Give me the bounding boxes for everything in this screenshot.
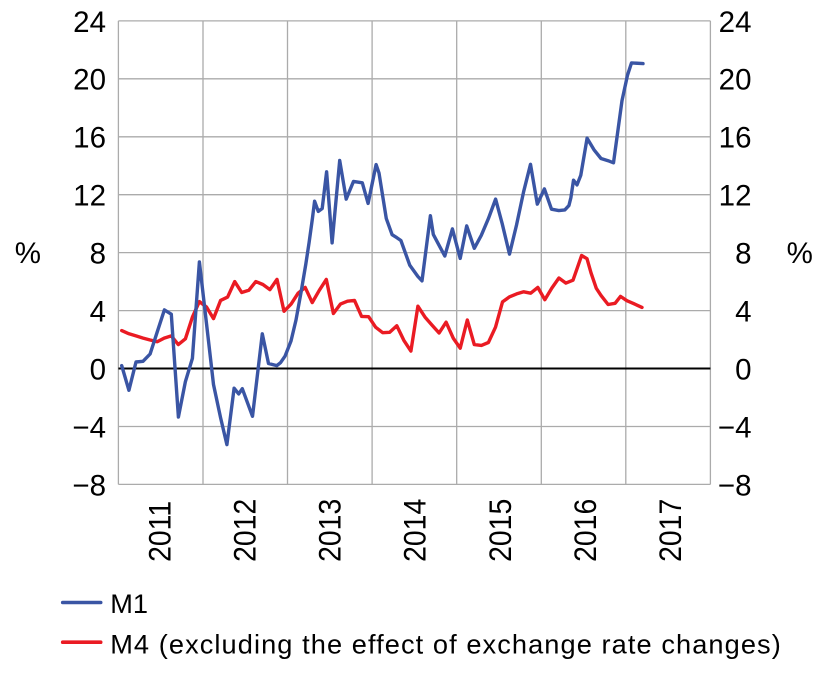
svg-text:%: %: [15, 237, 41, 270]
svg-text:8: 8: [735, 238, 751, 271]
svg-text:2013: 2013: [313, 499, 348, 562]
svg-text:2011: 2011: [143, 501, 178, 562]
svg-text:12: 12: [73, 180, 106, 213]
svg-text:%: %: [787, 237, 813, 270]
svg-text:−4: −4: [718, 411, 752, 444]
svg-text:4: 4: [90, 296, 106, 329]
svg-text:2014: 2014: [398, 499, 433, 562]
svg-text:−8: −8: [718, 469, 752, 502]
svg-text:2015: 2015: [484, 499, 519, 562]
svg-text:2016: 2016: [569, 499, 604, 562]
svg-text:0: 0: [735, 353, 751, 386]
svg-text:16: 16: [73, 122, 106, 155]
svg-text:4: 4: [735, 296, 751, 329]
svg-text:M4 (excluding the effect of ex: M4 (excluding the effect of exchange rat…: [110, 628, 782, 659]
svg-text:24: 24: [719, 6, 752, 39]
svg-text:2012: 2012: [228, 499, 263, 562]
svg-text:M1: M1: [110, 588, 148, 619]
svg-text:24: 24: [73, 6, 106, 39]
svg-text:−8: −8: [72, 469, 106, 502]
svg-text:16: 16: [719, 122, 752, 155]
svg-text:8: 8: [90, 238, 106, 271]
svg-text:12: 12: [719, 180, 752, 213]
svg-text:20: 20: [719, 64, 752, 97]
svg-text:2017: 2017: [654, 499, 689, 562]
svg-text:0: 0: [90, 353, 106, 386]
svg-text:20: 20: [73, 64, 106, 97]
svg-text:−4: −4: [72, 411, 106, 444]
